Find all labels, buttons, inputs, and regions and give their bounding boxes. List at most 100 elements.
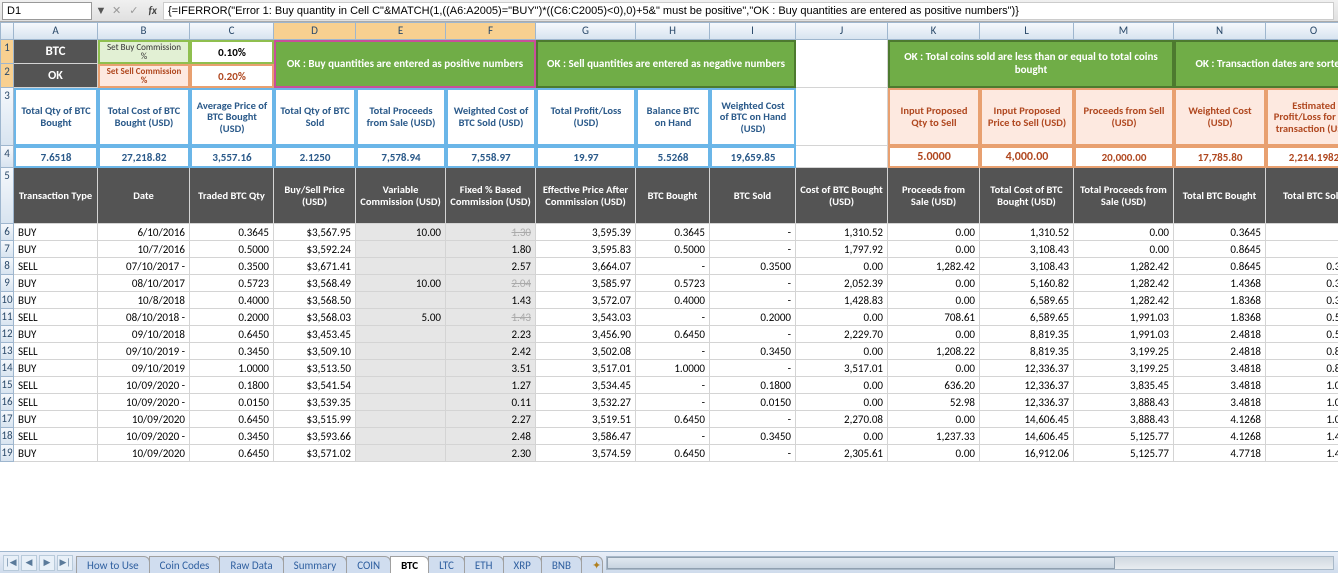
h5-j[interactable]: Cost of BTC Bought (USD)	[796, 168, 888, 224]
v4-e[interactable]: 7,578.94	[356, 146, 446, 168]
select-all-corner[interactable]	[0, 22, 14, 40]
data-cell[interactable]: 10/7/2016	[98, 241, 190, 258]
v4-h[interactable]: 5.5268	[636, 146, 710, 168]
data-cell[interactable]: 2.23	[446, 326, 536, 343]
data-cell[interactable]: $3,515.99	[274, 411, 356, 428]
data-cell[interactable]: 3.51	[446, 360, 536, 377]
sheet-tab-coin-codes[interactable]: Coin Codes	[149, 556, 221, 573]
data-cell[interactable]: 0.00	[888, 224, 980, 241]
sheet-tab-bnb[interactable]: BNB	[541, 556, 582, 573]
data-cell[interactable]: 3,108.43	[980, 241, 1074, 258]
data-cell[interactable]: 08/10/2017	[98, 275, 190, 292]
h3-n[interactable]: Weighted Cost (USD)	[1174, 88, 1266, 146]
data-cell[interactable]	[356, 326, 446, 343]
data-cell[interactable]: 16,912.06	[980, 445, 1074, 462]
col-G[interactable]: G	[536, 22, 636, 40]
sell-comm-value[interactable]: 0.20%	[190, 64, 274, 88]
data-cell[interactable]	[356, 343, 446, 360]
col-D[interactable]: D	[274, 22, 356, 40]
row-2[interactable]: 2	[0, 64, 14, 88]
data-cell[interactable]: 2,052.39	[796, 275, 888, 292]
blank-j3[interactable]	[796, 88, 888, 146]
data-cell[interactable]: 0.6450	[190, 445, 274, 462]
data-cell[interactable]: 3,108.43	[980, 258, 1074, 275]
data-cell[interactable]: $3,568.50	[274, 292, 356, 309]
data-cell[interactable]: 1,797.92	[796, 241, 888, 258]
row-12[interactable]: 12	[0, 326, 14, 343]
row-16[interactable]: 16	[0, 394, 14, 411]
data-cell[interactable]: -	[1266, 241, 1338, 258]
data-cell[interactable]: 08/10/2018 -	[98, 309, 190, 326]
ok-banner-def[interactable]: OK : Buy quantities are entered as posit…	[274, 40, 536, 88]
data-cell[interactable]: 09/10/2019 -	[98, 343, 190, 360]
data-cell[interactable]: BUY	[14, 411, 98, 428]
data-cell[interactable]: 10/09/2020 -	[98, 394, 190, 411]
col-M[interactable]: M	[1074, 22, 1174, 40]
data-cell[interactable]: 3,574.59	[536, 445, 636, 462]
v4-n[interactable]: 17,785.80	[1174, 146, 1266, 168]
data-cell[interactable]: 0.3645	[636, 224, 710, 241]
data-cell[interactable]: 0.00	[888, 241, 980, 258]
col-A[interactable]: A	[14, 22, 98, 40]
data-cell[interactable]: 5,125.77	[1074, 445, 1174, 462]
data-cell[interactable]: 0.00	[1074, 224, 1174, 241]
data-cell[interactable]: 1.0000	[636, 360, 710, 377]
data-cell[interactable]: 3,586.47	[536, 428, 636, 445]
buy-comm-value[interactable]: 0.10%	[190, 40, 274, 64]
data-cell[interactable]	[356, 360, 446, 377]
data-cell[interactable]: 1.4350	[1266, 445, 1338, 462]
data-cell[interactable]: 0.00	[796, 377, 888, 394]
data-cell[interactable]: 0.4000	[636, 292, 710, 309]
col-H[interactable]: H	[636, 22, 710, 40]
data-cell[interactable]: 1.4350	[1266, 428, 1338, 445]
data-cell[interactable]: -	[710, 326, 796, 343]
row-7[interactable]: 7	[0, 241, 14, 258]
data-cell[interactable]: -	[636, 428, 710, 445]
data-cell[interactable]: 0.00	[888, 445, 980, 462]
data-cell[interactable]: 0.2000	[190, 309, 274, 326]
data-cell[interactable]: 1,208.22	[888, 343, 980, 360]
horizontal-scrollbar[interactable]	[606, 556, 1334, 570]
h5-f[interactable]: Fixed % Based Commission (USD)	[446, 168, 536, 224]
data-cell[interactable]: 0.3645	[1174, 224, 1266, 241]
data-cell[interactable]: 0.3450	[190, 343, 274, 360]
data-cell[interactable]: $3,571.02	[274, 445, 356, 462]
data-cell[interactable]: 0.00	[888, 326, 980, 343]
v4-d[interactable]: 2.1250	[274, 146, 356, 168]
v4-o[interactable]: 2,214.1982	[1266, 146, 1338, 168]
col-J[interactable]: J	[796, 22, 888, 40]
data-cell[interactable]: 1.8368	[1174, 292, 1266, 309]
row-10[interactable]: 10	[0, 292, 14, 309]
data-cell[interactable]: 2,229.70	[796, 326, 888, 343]
blank-j4[interactable]	[796, 146, 888, 168]
data-cell[interactable]: 3,199.25	[1074, 360, 1174, 377]
data-cell[interactable]: 0.00	[888, 292, 980, 309]
data-cell[interactable]: BUY	[14, 275, 98, 292]
col-C[interactable]: C	[190, 22, 274, 40]
data-cell[interactable]: 3,888.43	[1074, 411, 1174, 428]
hscroll-thumb[interactable]	[607, 557, 1115, 569]
h3-o[interactable]: Estimated Profit/Loss for this transacti…	[1266, 88, 1338, 146]
col-K[interactable]: K	[888, 22, 980, 40]
data-cell[interactable]: 0.2000	[710, 309, 796, 326]
data-cell[interactable]: 09/10/2018	[98, 326, 190, 343]
data-cell[interactable]: $3,568.03	[274, 309, 356, 326]
data-cell[interactable]: 1,282.42	[1074, 258, 1174, 275]
data-cell[interactable]: 0.8645	[1174, 258, 1266, 275]
data-cell[interactable]: 0.11	[446, 394, 536, 411]
data-cell[interactable]: 10.00	[356, 275, 446, 292]
data-cell[interactable]: 2.27	[446, 411, 536, 428]
v4-l[interactable]: 4,000.00	[980, 146, 1074, 168]
sheet-tab-xrp[interactable]: XRP	[503, 556, 542, 573]
tab-nav-prev-icon[interactable]: ◀	[21, 555, 37, 571]
v4-i[interactable]: 19,659.85	[710, 146, 796, 168]
col-B[interactable]: B	[98, 22, 190, 40]
data-cell[interactable]: SELL	[14, 428, 98, 445]
data-cell[interactable]: 1,282.42	[888, 258, 980, 275]
data-cell[interactable]: 0.5000	[190, 241, 274, 258]
data-cell[interactable]: 2,270.08	[796, 411, 888, 428]
data-cell[interactable]: 1,428.83	[796, 292, 888, 309]
data-cell[interactable]: -	[636, 377, 710, 394]
h3-d[interactable]: Total Qty of BTC Sold	[274, 88, 356, 146]
blank-j12[interactable]	[796, 40, 888, 88]
